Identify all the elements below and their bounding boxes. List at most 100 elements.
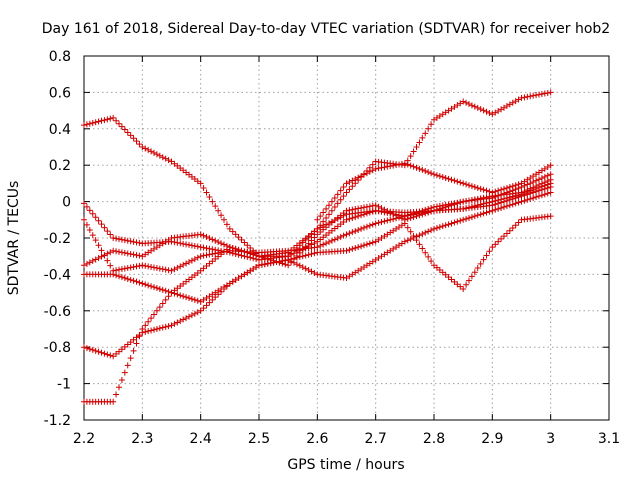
data-point — [145, 146, 152, 153]
data-point — [148, 327, 155, 334]
data-point — [153, 285, 160, 292]
data-point — [221, 216, 227, 223]
data-point — [145, 263, 152, 270]
data-point — [503, 194, 510, 201]
data-point — [86, 207, 93, 214]
data-point — [326, 220, 332, 227]
data-point — [381, 164, 388, 171]
data-point — [477, 211, 484, 218]
data-point — [288, 256, 295, 263]
data-point — [530, 186, 537, 193]
data-point — [98, 349, 105, 356]
data-point — [238, 236, 245, 243]
data-point — [547, 189, 554, 196]
data-point — [320, 218, 327, 225]
data-point — [471, 103, 478, 110]
x-tick-label: 2.8 — [423, 431, 445, 447]
x-tick-label: 2.3 — [131, 431, 153, 447]
data-point — [162, 296, 169, 303]
data-point — [127, 132, 134, 139]
data-point — [501, 185, 507, 192]
series-s8 — [314, 160, 554, 223]
data-point — [460, 180, 467, 187]
data-point — [538, 192, 545, 199]
data-point — [162, 155, 169, 162]
data-point — [153, 326, 160, 332]
data-point — [501, 204, 507, 211]
data-point — [159, 286, 166, 293]
data-point — [349, 229, 356, 236]
data-point — [433, 172, 440, 179]
data-point — [466, 214, 472, 221]
data-point — [349, 177, 356, 184]
data-point — [293, 245, 300, 252]
data-point — [197, 231, 204, 238]
data-point — [156, 265, 163, 272]
data-point — [113, 117, 120, 124]
data-point — [501, 195, 507, 202]
data-point — [267, 260, 274, 267]
data-point — [98, 247, 105, 254]
data-point — [352, 245, 359, 252]
data-point — [221, 285, 227, 292]
data-point — [463, 205, 470, 212]
data-point — [159, 266, 166, 273]
data-point — [492, 197, 499, 204]
data-point — [547, 171, 554, 178]
data-point — [124, 250, 131, 257]
data-point — [466, 204, 472, 211]
data-point — [302, 252, 309, 259]
data-point — [151, 311, 157, 318]
data-point — [460, 98, 467, 105]
data-point — [445, 201, 452, 208]
data-point — [477, 185, 484, 192]
data-point — [183, 294, 190, 301]
data-point — [133, 239, 140, 246]
data-point — [153, 265, 160, 272]
data-point — [162, 323, 169, 330]
data-point — [98, 117, 105, 124]
data-point — [159, 300, 166, 307]
data-point — [203, 233, 210, 240]
data-point — [232, 245, 239, 252]
data-point — [191, 310, 198, 317]
data-point — [86, 226, 93, 233]
data-point — [366, 240, 373, 247]
data-point — [121, 126, 128, 133]
data-point — [296, 262, 303, 269]
data-point — [142, 262, 149, 269]
data-point — [431, 225, 437, 232]
data-point — [142, 281, 149, 288]
data-point — [463, 281, 470, 288]
data-point — [503, 184, 510, 191]
data-point — [445, 175, 452, 182]
data-point — [498, 196, 505, 203]
data-point — [425, 253, 432, 260]
data-point — [110, 247, 117, 254]
data-point — [331, 194, 338, 201]
data-point — [328, 198, 335, 205]
data-point — [191, 256, 198, 263]
data-point — [506, 227, 513, 234]
data-point — [340, 193, 347, 200]
data-point — [425, 228, 432, 235]
data-point — [136, 262, 143, 269]
data-point — [311, 269, 318, 276]
data-point — [264, 260, 271, 267]
data-point — [118, 266, 125, 273]
data-point — [425, 125, 432, 132]
data-point — [197, 180, 204, 187]
data-point — [468, 102, 475, 109]
data-point — [343, 231, 350, 238]
data-point — [401, 220, 408, 227]
data-point — [258, 261, 265, 268]
y-tick-labels: 0.8 0.6 0.4 0.2 0 -0.2 -0.4 -0.6 -0.8 -1 -1.2 — [44, 49, 71, 429]
data-point — [162, 266, 169, 273]
y-axis-label: SDTVAR / TECUs — [6, 181, 22, 296]
data-point — [480, 200, 487, 207]
data-point — [489, 244, 496, 251]
data-point — [118, 249, 125, 256]
x-tick-label: 2.2 — [73, 431, 95, 447]
data-point — [244, 242, 251, 249]
data-point — [474, 184, 481, 191]
